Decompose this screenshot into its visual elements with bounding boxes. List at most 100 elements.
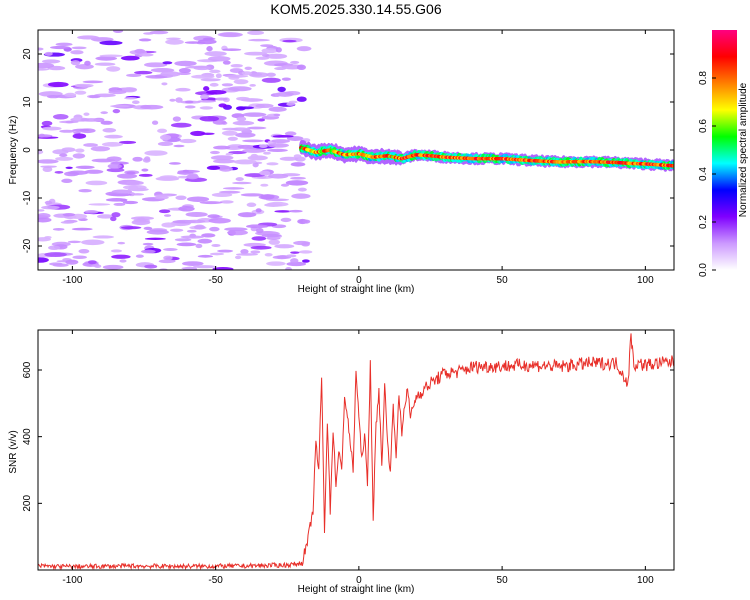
heatmap-noise-blob [78,189,92,193]
colorbar-tick-label: 0.8 [698,71,709,85]
heatmap-noise-blob [178,206,195,212]
heatmap-noise-blob [106,66,121,72]
heatmap-noise-blob [131,219,151,226]
heatmap-noise-blob [184,100,194,104]
heatmap-noise-blob [191,74,215,79]
heatmap-noise-blob [74,90,87,95]
heatmap-noise-blob [84,60,91,66]
heatmap-noise-blob [296,96,307,102]
heatmap-noise-blob [50,45,71,50]
heatmap-noise-blob [120,226,142,230]
heatmap-noise-blob [126,73,142,78]
heatmap-noise-blob [274,210,292,213]
heatmap-noise-blob [170,122,192,128]
heatmap-noise-blob [59,129,75,133]
heatmap-noise-blob [80,118,103,122]
heatmap-noise-blob [67,240,82,244]
heatmap-noise-blob [119,259,127,263]
heatmap-noise-blob [122,184,147,190]
heatmap-signal-ridge [299,139,674,172]
heatmap-noise-blob [140,104,164,110]
heatmap-noise-blob [41,205,60,210]
heatmap-noise-blob [257,118,266,122]
heatmap-noise-blob [197,238,213,244]
snr-y-tick-label: 200 [22,495,33,512]
heatmap-noise-blob [102,127,117,133]
heatmap-noise-blob [135,254,144,258]
heatmap-noise-blob [288,209,303,213]
heatmap-noise-blob [165,39,184,45]
heatmap-noise-blob [55,156,74,161]
heatmap-noise-blob [108,90,127,95]
heatmap-noise-blob [113,202,126,206]
heatmap-noise-blob [281,77,291,81]
heatmap-noise-blob [301,241,310,247]
heatmap-noise-blob [168,162,181,165]
heatmap-noise-blob [124,97,138,100]
heatmap-noise-blob [111,254,131,259]
heatmap-noise-blob [192,265,217,269]
heatmap-noise-blob [233,79,249,85]
heatmap-noise-blob [158,209,171,214]
snr-y-tick-label: 400 [22,428,33,445]
snr-series-line [38,333,674,570]
heatmap-noise-blob [186,229,197,233]
heatmap-noise-blob [71,227,93,231]
heatmap-noise-blob [113,30,124,33]
heatmap-noise-blob [38,134,53,138]
heatmap-noise-blob [218,103,227,108]
heatmap-noise-blob [112,109,121,114]
heatmap-noise-blob [290,60,300,64]
snr-x-tick-label: -50 [208,575,223,586]
heatmap-noise-blob [186,196,210,202]
heatmap-noise-blob [169,228,184,232]
heatmap-ridge-core [671,164,674,168]
heatmap-noise-blob [52,263,69,267]
snr-y-axis-label: SNR (v/v) [8,430,19,473]
heatmap-noise-blob [211,192,233,198]
colorbar-axis: 0.0 0.2 0.4 0.6 0.8 [698,71,716,277]
heatmap-noise-blob [100,111,109,115]
heatmap-noise-blob [84,210,99,214]
heatmap-noise-blob [221,127,239,131]
heatmap-noise-blob [290,258,299,264]
snr-x-axis: -100 -50 0 50 100 [62,330,654,586]
heatmap-noise-blob [83,112,90,116]
heatmap-noise-blob [290,162,306,167]
heatmap-noise-blob [54,171,64,174]
heatmap-noise-blob [225,152,234,156]
heatmap-noise-blob [200,78,221,82]
heatmap-noise-blob [145,74,168,79]
heatmap-noise-blob [106,168,125,173]
heatmap-noise-blob [158,259,176,264]
heatmap-noise-blob [46,95,60,99]
heatmap-noise-blob [222,187,245,190]
heatmap-noise-blob [166,37,181,41]
heatmap-noise-blob [274,92,281,97]
heatmap-noise-blob [44,200,53,205]
heatmap-noise-blob [138,53,154,57]
heatmap-noise-blob [250,250,261,254]
heatmap-noise-blob [149,30,169,35]
heatmap-noise-blob [107,163,122,169]
heatmap-noise-blob [110,216,117,222]
heatmap-noise-blob [222,48,242,52]
heatmap-noise-blob [160,71,181,77]
heatmap-noise-blob [296,64,306,71]
heatmap-noise-blob [232,181,252,185]
heatmap-noise-blob [89,95,101,99]
heatmap-noise-blob [138,38,152,42]
heatmap-noise-blob [159,175,178,180]
heatmap-noise-blob [122,200,139,205]
heatmap-noise-blob [268,106,287,112]
heatmap-noise-blob [232,120,255,126]
heatmap-noise-blob [44,252,67,258]
heatmap-noise-blob [99,54,123,58]
heatmap-noise-blob [260,44,274,48]
heatmap-noise-blob [146,229,169,235]
heatmap-noise-blob [291,193,311,199]
heatmap-noise-blob [42,166,53,172]
heatmap-noise-blob [247,30,265,35]
heatmap-noise-blob [159,134,172,141]
